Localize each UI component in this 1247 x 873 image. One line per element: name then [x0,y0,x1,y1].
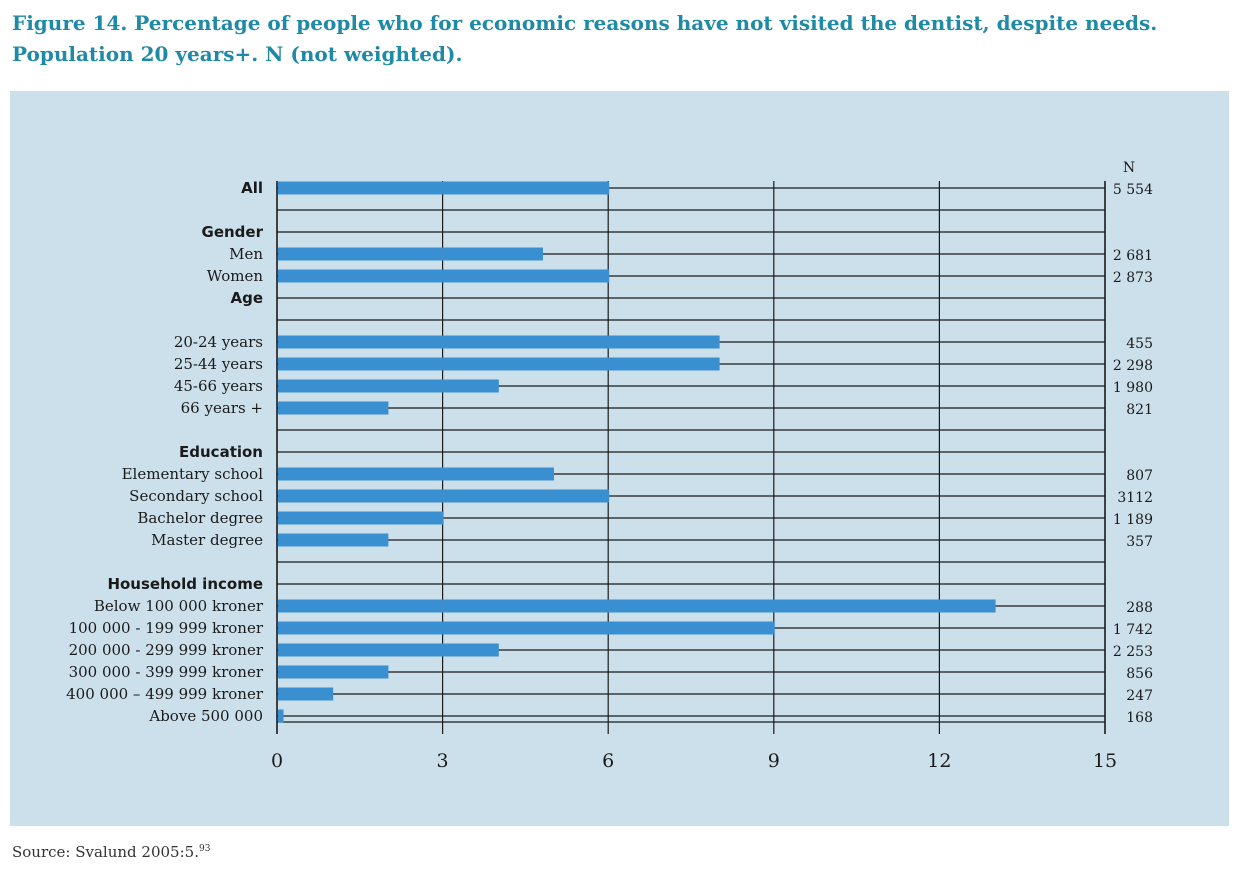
bar [278,665,389,679]
bar [278,599,996,613]
n-value: 2 298 [1113,358,1153,374]
group-label: All [241,179,263,197]
bar [278,181,610,195]
bar [278,643,499,657]
source-footnote: 93 [198,844,211,854]
bar [278,357,720,371]
bar [278,687,334,701]
category-label: Bachelor degree [137,509,263,527]
figure-title: Figure 14. Percentage of people who for … [12,11,1158,66]
n-value: 1 980 [1113,380,1153,396]
category-label: 200 000 - 299 999 kroner [69,641,264,659]
n-value: 3112 [1117,490,1153,506]
category-label: 20-24 years [174,333,263,351]
bar [278,621,775,635]
x-tick-label: 12 [927,750,951,772]
category-label: 400 000 – 499 999 kroner [66,685,264,703]
n-value: 357 [1126,534,1153,550]
n-header: N [1123,160,1135,176]
category-label: 45-66 years [174,377,263,395]
group-label: Age [230,289,263,307]
x-tick-label: 0 [271,750,283,772]
n-value: 455 [1126,336,1153,352]
n-value: 168 [1126,710,1153,726]
n-value: 1 742 [1113,622,1153,638]
category-label: Below 100 000 kroner [94,597,264,615]
n-value: 1 189 [1113,512,1153,528]
category-label: Women [207,267,264,285]
group-label: Gender [202,223,264,241]
x-tick-label: 9 [768,750,780,772]
n-value: 807 [1126,468,1153,484]
bar [278,335,720,349]
category-label: Above 500 000 [148,707,263,725]
x-tick-label: 6 [602,750,614,772]
bar [278,269,610,283]
bar [278,709,284,723]
bar-chart: All Gender Men Women Age 20-24 years 25-44 yea… [66,160,1153,772]
category-label: Secondary school [129,487,263,505]
n-value: 288 [1126,600,1153,616]
n-value: 5 554 [1113,182,1153,198]
bar [278,489,610,503]
n-value: 821 [1126,402,1153,418]
chart-panel: All Gender Men Women Age 20-24 years 25-44 yea… [10,91,1229,826]
n-value: 2 681 [1113,248,1153,264]
category-label: Master degree [151,531,263,549]
bar [278,247,543,261]
category-label: 66 years + [181,399,263,417]
x-tick-label: 15 [1093,750,1117,772]
category-label: Elementary school [122,465,264,483]
category-label: 100 000 - 199 999 kroner [69,619,264,637]
n-value: 247 [1126,688,1153,704]
category-label: Men [229,245,263,263]
bar [278,379,499,393]
n-value: 2 873 [1113,270,1153,286]
group-label: Education [179,443,263,461]
bar [278,401,389,415]
n-value: 856 [1126,666,1153,682]
category-label: 300 000 - 399 999 kroner [69,663,264,681]
category-label: 25-44 years [174,355,263,373]
n-value: 2 253 [1113,644,1153,660]
x-tick-label: 3 [437,750,449,772]
group-label: Household income [107,575,263,593]
bar [278,533,389,547]
bar [278,467,554,481]
bar [278,511,444,525]
source-text: Source: Svalund 2005:5. [12,843,199,861]
source-note: Source: Svalund 2005:5.93 [12,843,210,861]
